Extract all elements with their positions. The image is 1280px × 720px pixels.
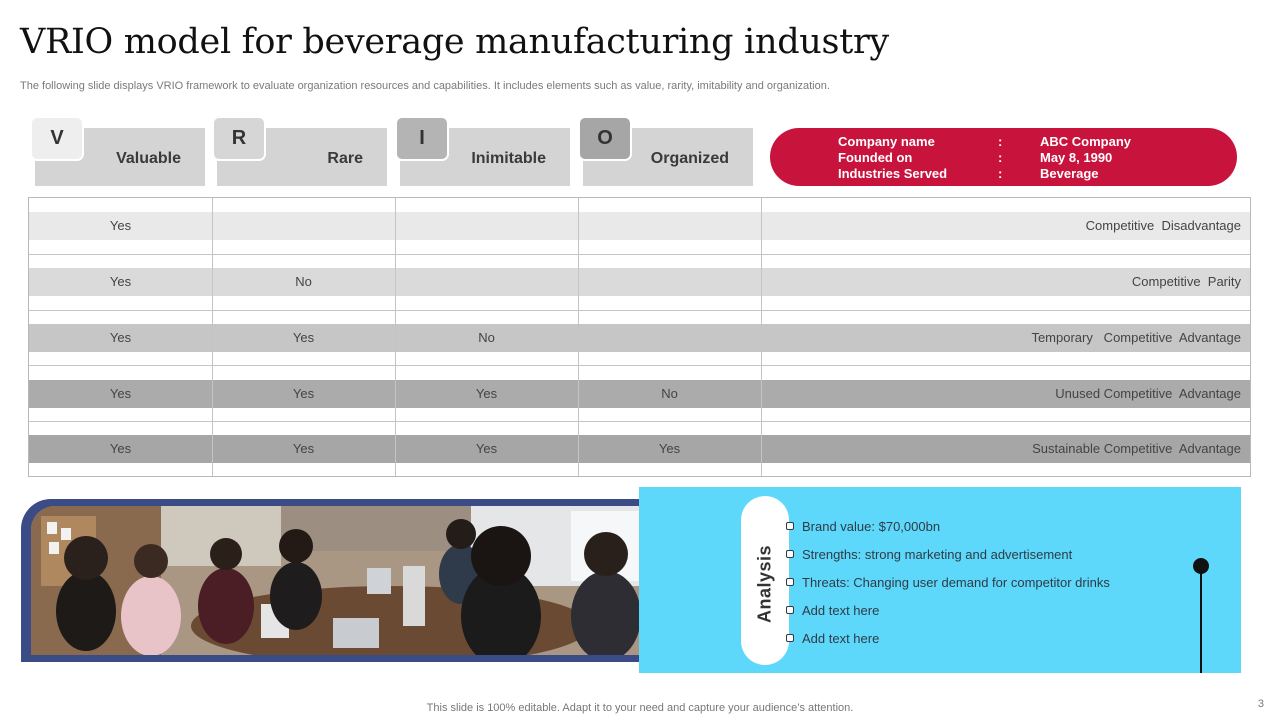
vrio-table: Yes Competitive Disadvantage Yes No Comp… — [28, 197, 1251, 477]
badge-o: O — [578, 116, 632, 161]
analysis-bullet: Threats: Changing user demand for compet… — [786, 575, 1110, 591]
analysis-bullet: Strengths: strong marketing and advertis… — [786, 547, 1072, 563]
row-result: Unused Competitive Advantage — [1055, 386, 1241, 401]
row-divider — [29, 254, 1250, 255]
table-row: Yes No Competitive Parity — [29, 268, 1250, 296]
table-row: Yes Yes Yes Yes Sustainable Competitive … — [29, 435, 1250, 463]
header-label: Inimitable — [471, 150, 546, 167]
table-row: Yes Yes No Temporary Competitive Advanta… — [29, 324, 1250, 352]
checkbox-icon — [786, 606, 794, 614]
header-label: Organized — [650, 150, 729, 167]
header-label: Rare — [327, 150, 363, 167]
checkbox-icon — [786, 578, 794, 586]
company-info-pill: Company name: ABC Company Founded on: May … — [770, 128, 1237, 186]
slide-footer: This slide is 100% editable. Adapt it to… — [426, 702, 854, 714]
pin-line — [1200, 566, 1202, 673]
column-divider — [212, 198, 213, 476]
analysis-bullet: Add text here — [786, 603, 879, 619]
table-row: Yes Yes Yes No Unused Competitive Advant… — [29, 380, 1250, 408]
meeting-photo — [31, 506, 663, 655]
analysis-label: Analysis — [754, 544, 775, 624]
column-divider — [761, 198, 762, 476]
analysis-label-pill — [741, 496, 789, 665]
slide-title: VRIO model for beverage manufacturing in… — [20, 22, 889, 62]
analysis-panel — [639, 487, 1241, 673]
table-row: Yes Competitive Disadvantage — [29, 212, 1250, 240]
row-divider — [29, 365, 1250, 366]
row-result: Competitive Parity — [1131, 274, 1241, 289]
row-divider — [29, 421, 1250, 422]
column-divider — [578, 198, 579, 476]
row-result: Temporary Competitive Advantage — [1031, 330, 1241, 345]
analysis-bullet: Add text here — [786, 631, 879, 647]
checkbox-icon — [786, 522, 794, 530]
header-label: Valuable — [116, 150, 181, 167]
slide-subtitle: The following slide displays VRIO framew… — [20, 80, 830, 92]
meeting-photo-illustration — [31, 506, 663, 655]
badge-v: V — [30, 116, 84, 161]
row-result: Sustainable Competitive Advantage — [1032, 441, 1241, 456]
analysis-bullet: Brand value: $70,000bn — [786, 519, 940, 535]
column-divider — [395, 198, 396, 476]
checkbox-icon — [786, 634, 794, 642]
checkbox-icon — [786, 550, 794, 558]
row-divider — [29, 310, 1250, 311]
photo-frame — [21, 499, 671, 662]
badge-i: I — [395, 116, 449, 161]
row-result: Competitive Disadvantage — [1085, 218, 1241, 233]
badge-r: R — [212, 116, 266, 161]
page-number: 3 — [1257, 698, 1264, 710]
